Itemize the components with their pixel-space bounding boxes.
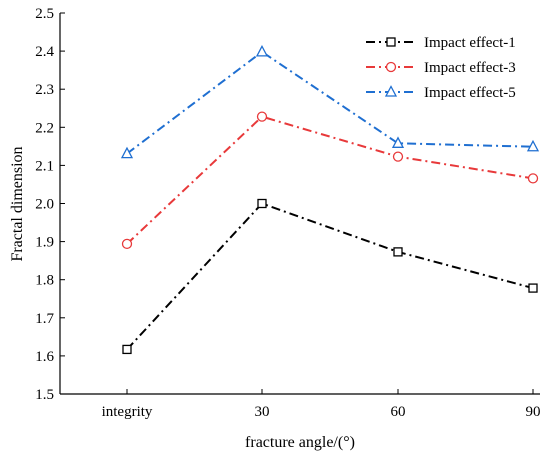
legend-item: Impact effect-1 xyxy=(366,35,516,51)
series-line xyxy=(126,202,534,351)
data-point xyxy=(392,151,404,162)
y-tick-label: 1.5 xyxy=(35,387,54,403)
series-line xyxy=(126,115,534,245)
y-tick-label: 1.8 xyxy=(35,273,54,289)
y-tick-label: 2.4 xyxy=(35,44,54,60)
series-1 xyxy=(122,198,538,355)
legend-marker xyxy=(384,85,398,97)
y-tick-label: 2.5 xyxy=(35,6,54,22)
x-tick-label: integrity xyxy=(102,404,153,420)
series-3 xyxy=(120,44,540,159)
data-point xyxy=(527,173,539,184)
y-tick-label: 2.0 xyxy=(35,197,54,213)
y-tick-label: 1.7 xyxy=(35,311,54,327)
y-tick-label: 2.1 xyxy=(35,158,54,174)
legend-label: Impact effect-3 xyxy=(424,60,516,76)
data-point xyxy=(121,238,133,250)
legend-label: Impact effect-1 xyxy=(424,35,516,51)
legend-label: Impact effect-5 xyxy=(424,85,516,101)
data-point xyxy=(257,198,267,209)
x-tick-label: 90 xyxy=(526,404,541,420)
data-point xyxy=(255,44,269,57)
y-axis-ticks: 1.5 1.6 1.7 1.8 1.9 2.0 2.1 2.2 2.3 2.4 2.5 xyxy=(35,6,65,403)
series-2 xyxy=(121,111,539,250)
data-point xyxy=(120,146,134,159)
legend-marker xyxy=(385,61,397,73)
x-tick-label: 30 xyxy=(255,404,270,420)
data-point xyxy=(122,344,132,355)
y-tick-label: 1.6 xyxy=(35,349,54,365)
y-tick-label: 2.2 xyxy=(35,120,54,136)
x-axis-ticks: integrity 30 60 90 xyxy=(102,389,541,420)
legend-item: Impact effect-3 xyxy=(366,60,516,76)
y-tick-label: 2.3 xyxy=(35,82,54,98)
series-group xyxy=(120,44,540,355)
data-point xyxy=(256,111,268,122)
legend-marker xyxy=(386,37,396,47)
data-point xyxy=(393,247,403,257)
data-point xyxy=(526,139,540,152)
legend: Impact effect-1 Impact effect-3 Impact eff… xyxy=(366,35,516,101)
data-point xyxy=(528,283,538,293)
legend-item: Impact effect-5 xyxy=(366,85,516,101)
y-tick-label: 1.9 xyxy=(35,235,54,251)
x-axis-title: fracture angle/(°) xyxy=(245,434,355,451)
data-point xyxy=(391,136,405,148)
series-line xyxy=(126,50,534,155)
x-tick-label: 60 xyxy=(391,404,406,420)
y-axis-title: Fractal dimension xyxy=(9,146,26,261)
